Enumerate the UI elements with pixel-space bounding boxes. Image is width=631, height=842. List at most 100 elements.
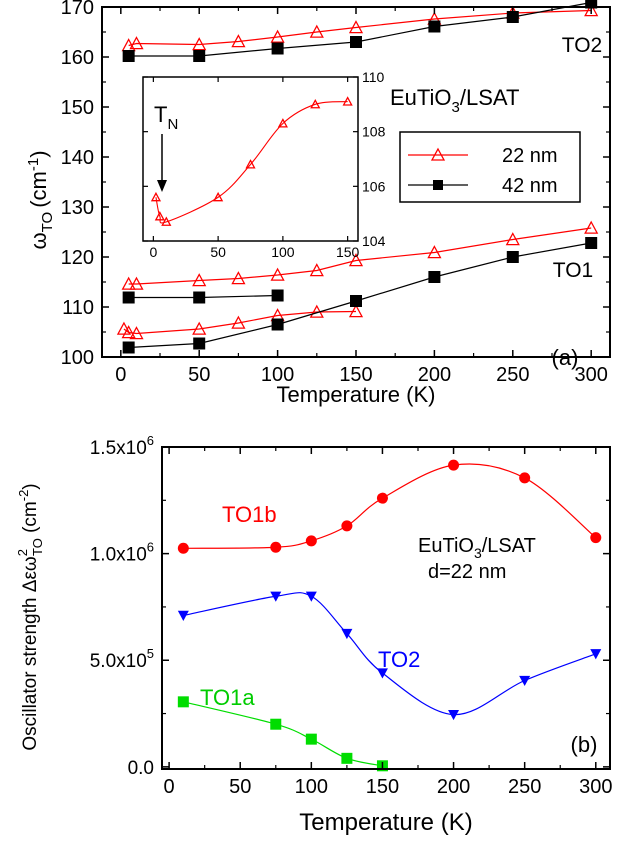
panel-a-data-point <box>122 291 135 304</box>
panel-a-annotation-to2: TO2 <box>562 34 602 57</box>
panel-a-axes-ticks: 0 50 100 150 200 250 300 100 110 120 130 140 150 160 1… <box>61 0 610 386</box>
inset-ytick-label: 108 <box>362 124 386 140</box>
panel-b-data-point <box>270 591 282 602</box>
panel-b-ylabel-unit: (cm <box>20 501 41 538</box>
panel-b-data-point <box>270 541 282 553</box>
panel-a-xlabel: Temperature (K) <box>277 382 436 407</box>
panel-b-series <box>177 459 602 772</box>
panel-b-ytick-label-base: 0.0 <box>128 758 154 779</box>
panel-b-ytick-label-base: 1.5x10 <box>90 438 147 459</box>
panel-b-xtick-label: 200 <box>437 776 470 798</box>
panel-a-xtick-label: 200 <box>418 364 451 386</box>
panel-b-sample-rest: /LSAT <box>482 535 536 557</box>
panel-a-legend-frame <box>399 131 581 203</box>
panel-a-data-point <box>584 3 599 17</box>
panel-a-data-point <box>348 253 364 267</box>
panel-a-ylabel-sup: -1 <box>25 158 42 171</box>
panel-a-data-point <box>309 263 324 277</box>
panel-b-data-point <box>448 459 460 471</box>
panel-b-data-point <box>305 535 317 547</box>
panel-a-ytick-label: 120 <box>61 247 94 269</box>
panel-a-ytick-label: 100 <box>61 347 94 369</box>
panel-a-series-line <box>128 9 592 47</box>
panel-a-data-point <box>231 34 246 48</box>
panel-a-data-point <box>270 29 285 43</box>
panel-a-data-point <box>348 304 364 318</box>
panel-a-ylabel-unit: (cm <box>26 171 51 208</box>
inset-ytick-label: 104 <box>362 233 386 249</box>
panel-b-data-point <box>376 492 388 504</box>
panel-b-plot-frame <box>161 446 611 770</box>
panel-a-data-point <box>585 0 598 9</box>
inset-ytick-label: 106 <box>362 178 386 194</box>
panel-a-data-point <box>427 245 442 259</box>
panel-b-data-point <box>590 532 602 544</box>
panel-a-data-point <box>231 315 246 329</box>
panel-b-data-point <box>590 649 602 660</box>
panel-a-annotation-to1: TO1 <box>553 259 593 282</box>
panel-a-sample-rest: /LSAT <box>460 85 520 110</box>
panel-a-data-point <box>122 341 135 354</box>
panel-a-data-point <box>350 36 362 48</box>
panel-b-xtick-label: 150 <box>366 776 399 798</box>
panel-a-xtick-label: 300 <box>574 364 607 386</box>
panel-b-sample-thickness: d=22 nm <box>428 561 506 583</box>
panel-b-ylabel: Oscillator strength Δεω2TO (cm-2) <box>15 483 45 750</box>
panel-b-xtick-label: 50 <box>229 776 251 798</box>
inset-xtick-label: 0 <box>149 244 157 260</box>
panel-a-ytick-label: 130 <box>61 197 94 219</box>
inset-xtick-label: 150 <box>336 244 360 260</box>
inset-ytick-label: 110 <box>362 69 385 85</box>
inset-annotation-tn-sub: N <box>167 116 178 133</box>
panel-a-data-point <box>129 36 144 50</box>
inset-data-point <box>245 159 256 169</box>
inset-data-point <box>150 191 162 202</box>
inset-data-point <box>154 211 165 221</box>
panel-b-series-label-to1a: TO1a <box>200 685 255 710</box>
panel-a-data-point <box>271 318 284 331</box>
panel-a-data-point <box>129 276 144 290</box>
panel-b-data-point <box>270 718 282 730</box>
panel-a-ytick-label: 150 <box>61 97 94 119</box>
inset-data-point <box>213 191 224 202</box>
legend-label-22nm: 22 nm <box>502 145 558 167</box>
panel-a-data-point <box>350 295 362 307</box>
panel-a-ylabel-sub: TO <box>39 212 56 233</box>
panel-b-ytick-label-exponent: 6 <box>147 433 154 448</box>
panel-a-label: (a) <box>552 345 579 370</box>
panel-a-data-point <box>271 42 284 55</box>
panel-a-data-point <box>193 291 206 304</box>
panel-b-data-point <box>448 709 460 721</box>
panel-b-ytick-label-base: 1.0x10 <box>90 545 147 566</box>
panel-b-ytick-label: 0.0 <box>128 758 154 779</box>
inset-data-point <box>342 96 353 106</box>
inset-annotation-tn-text: T <box>154 102 167 127</box>
legend-marker-42nm <box>433 180 443 190</box>
panel-b-ytick-label-exponent: 5 <box>147 646 154 661</box>
panel-a-sample-text: EuTiO <box>390 85 452 110</box>
panel-a-data-point <box>192 37 207 51</box>
panel-a-data-point <box>585 237 598 249</box>
panel-b-data-point <box>305 733 317 745</box>
panel-b-data-point <box>305 591 317 602</box>
panel-a-ytick-label: 140 <box>61 147 94 169</box>
inset-data-point <box>161 216 172 226</box>
panel-a-data-point <box>231 271 246 285</box>
inset-data-point <box>277 118 288 128</box>
panel-a-data-point <box>192 321 207 335</box>
panel-a-data-point <box>121 276 136 290</box>
panel-a-sample-label: EuTiO3/LSAT <box>390 85 519 116</box>
panel-a-data-point <box>270 267 285 281</box>
panel-a-ylabel: ωTO (cm-1) <box>25 150 56 249</box>
panel-a-data-point <box>584 220 599 234</box>
panel-a-xtick-label: 50 <box>188 364 210 386</box>
inset-tn-arrow-head <box>157 180 167 192</box>
panel-a-xtick-label: 250 <box>496 364 529 386</box>
inset-frame <box>142 76 359 242</box>
inset-xtick-label: 50 <box>210 244 226 260</box>
panel-b-ylabel-unit-sup: -2 <box>16 490 31 502</box>
panel-a-sample-sub: 3 <box>452 99 460 116</box>
panel-a: 0 50 100 150 200 250 300 100 110 120 130 140 150 160 1… <box>25 0 611 407</box>
